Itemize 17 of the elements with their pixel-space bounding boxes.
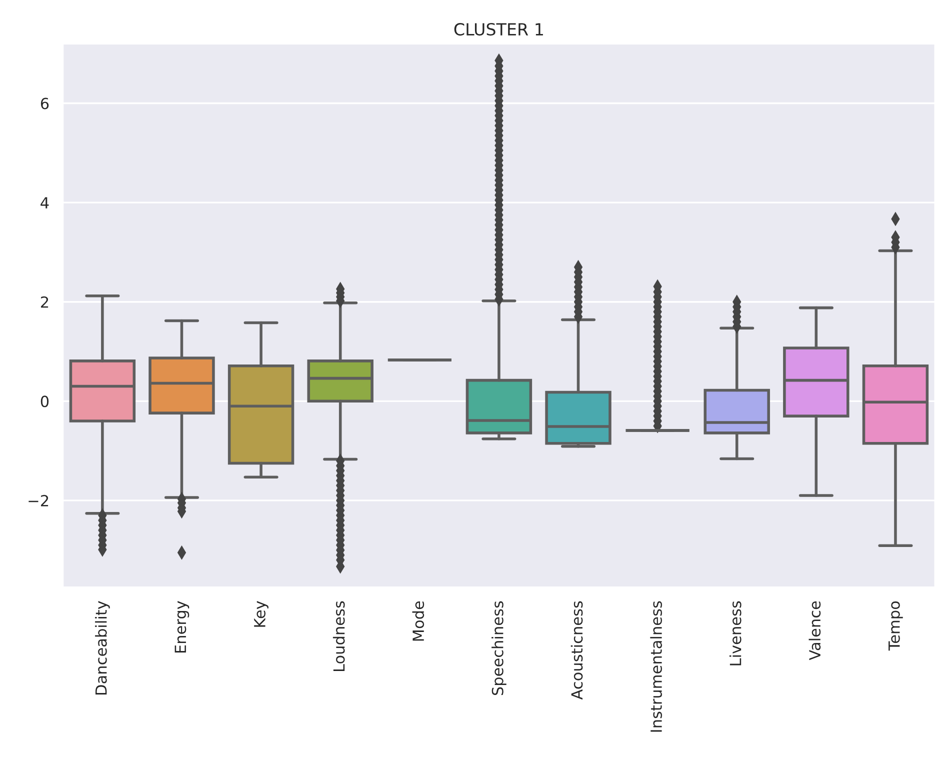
y-tick-label: 6: [40, 98, 49, 110]
x-tick-label: Energy: [174, 600, 190, 653]
chart-title: CLUSTER 1: [454, 22, 543, 36]
y-tick-label: 0: [40, 396, 49, 408]
y-tick-label: −2: [28, 494, 48, 506]
x-tick-label: Valence: [808, 601, 821, 660]
y-tick-label: 4: [40, 197, 49, 208]
x-tick-label: Acousticness: [570, 601, 583, 700]
x-tick-label: Key: [254, 600, 268, 627]
x-tick-label: Danceability: [95, 600, 110, 694]
x-tick-label: Liveness: [729, 601, 742, 666]
x-tick-label: Loudness: [332, 601, 345, 672]
x-tick-label: Instrumentalness: [650, 601, 662, 732]
y-tick-label: 2: [40, 296, 48, 308]
x-tick-label: Speechiness: [492, 601, 506, 696]
x-tick-label: Tempo: [888, 601, 903, 651]
x-tick-label: Mode: [412, 601, 424, 641]
